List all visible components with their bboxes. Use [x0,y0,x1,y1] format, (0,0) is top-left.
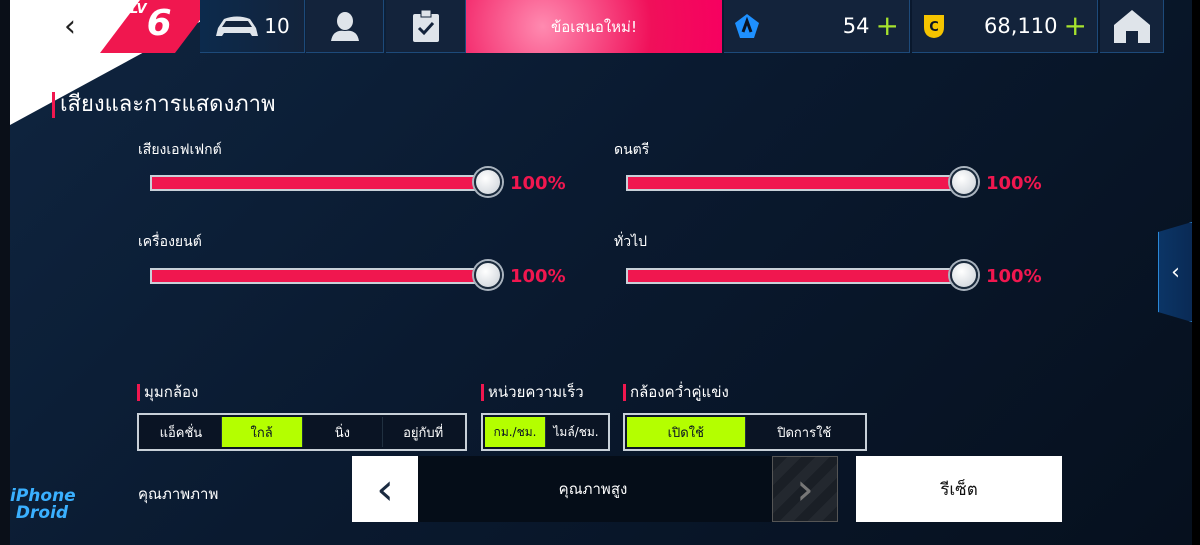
speed-unit-label: หน่วยความเร็ว [481,384,584,401]
music-label: ดนตรี [614,142,650,158]
profile-button[interactable] [306,0,384,53]
chevron-right-icon: › [796,463,814,515]
credits-amount: 68,110 [984,14,1058,38]
quality-next-button[interactable]: › [772,456,838,522]
rival-camera-on[interactable]: เปิดใช้ [627,417,746,447]
chevron-left-icon: ‹ [1171,259,1180,285]
speed-unit-selector: กม./ชม. ไมล์/ชม. [481,413,610,451]
level-number: 6 [146,3,172,44]
level-text: LV6 [130,2,172,46]
credits-icon: C [924,15,944,38]
user-icon [330,12,359,41]
sfx-value: 100% [510,173,566,194]
slider-handle[interactable] [950,261,978,289]
slider-fill [152,177,488,189]
quality-value: คุณภาพสูง [558,480,628,498]
slider-handle[interactable] [474,261,502,289]
general-slider[interactable] [626,261,978,289]
quality-label: คุณภาพภาพ [138,485,219,503]
camera-option-action[interactable]: แอ็คชั่น [141,417,222,447]
rival-camera-label: กล้องคว่ำคู่แข่ง [623,384,729,401]
chevron-left-icon: ‹ [376,463,394,515]
rival-camera-selector: เปิดใช้ ปิดการใช้ [623,413,867,451]
slider-fill [628,177,964,189]
tokens-counter[interactable]: 54 + [724,0,910,53]
engine-slider[interactable] [150,261,502,289]
engine-label: เครื่องยนต์ [138,234,202,250]
credits-counter[interactable]: C 68,110 + [912,0,1098,53]
slider-handle[interactable] [950,168,978,196]
slider-handle[interactable] [474,168,502,196]
chevron-left-icon: ‹ [64,9,76,44]
quality-selector: ‹ คุณภาพสูง › [352,456,838,522]
back-button[interactable]: ‹ [40,0,100,53]
svg-text:C: C [929,20,939,35]
home-icon [1113,10,1150,43]
new-offer-button[interactable]: ข้อเสนอใหม่! [466,0,722,53]
cars-count: 10 [264,14,290,38]
general-label: ทั่วไป [614,234,648,250]
slider-fill [152,270,488,282]
speed-option-kmh[interactable]: กม./ชม. [485,417,546,447]
music-value: 100% [986,173,1042,194]
quality-prev-button[interactable]: ‹ [352,456,418,522]
watermark-logo: iPhone Droid [10,486,76,523]
screen-edge [0,0,10,545]
tokens-amount: 54 [842,14,870,38]
engine-value: 100% [510,266,566,287]
camera-option-fixed[interactable]: อยู่กับที่ [403,425,444,441]
add-tokens-icon[interactable]: + [875,9,899,42]
section-title: เสียงและการแสดงภาพ [52,92,276,118]
sfx-slider[interactable] [150,168,502,196]
tasks-button[interactable] [386,0,466,53]
car-icon [216,16,259,36]
add-credits-icon[interactable]: + [1063,9,1087,42]
reset-button[interactable]: รีเซ็ต [856,456,1062,522]
level-prefix: LV [130,2,147,17]
clipboard-check-icon [412,10,439,42]
rival-camera-off[interactable]: ปิดการใช้ [777,425,832,441]
garage-button[interactable]: 10 [200,0,305,53]
home-button[interactable] [1100,0,1164,53]
camera-option-still[interactable]: นิ่ง [303,417,384,447]
slider-fill [628,270,964,282]
side-panel-tab[interactable]: ‹ [1158,222,1192,322]
music-slider[interactable] [626,168,978,196]
general-value: 100% [986,266,1042,287]
speed-option-mph[interactable]: ไมล์/ชม. [553,424,599,439]
token-icon [735,14,759,38]
offer-label: ข้อเสนอใหม่! [551,17,637,36]
camera-option-close[interactable]: ใกล้ [221,417,303,447]
camera-label: มุมกล้อง [137,384,198,401]
sfx-label: เสียงเอฟเฟกต์ [138,142,222,158]
camera-selector: แอ็คชั่น ใกล้ นิ่ง อยู่กับที่ [137,413,467,451]
